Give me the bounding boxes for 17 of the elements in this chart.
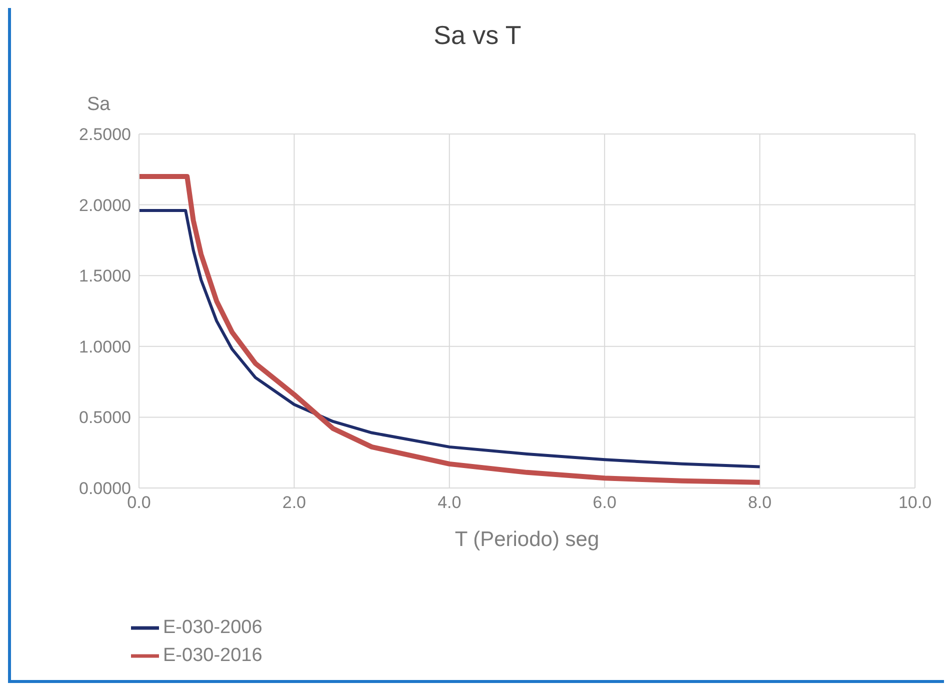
x-tick-label: 8.0 xyxy=(748,493,772,512)
y-tick-label: 1.5000 xyxy=(79,266,131,286)
x-axis-title: T (Periodo) seg xyxy=(454,528,600,551)
y-tick-label: 0.5000 xyxy=(79,408,131,428)
y-tick-label: 2.5000 xyxy=(79,125,131,144)
x-tick-label: 0.0 xyxy=(127,493,151,512)
legend-label: E-030-2006 xyxy=(163,617,262,638)
y-tick-label: 2.0000 xyxy=(79,196,131,215)
chart-title: Sa vs T xyxy=(432,20,522,51)
line-series xyxy=(139,208,762,468)
y-axis-title: Sa xyxy=(87,94,110,116)
y-tick-label: 1.0000 xyxy=(79,337,131,356)
x-tick-label: 4.0 xyxy=(438,493,462,512)
legend-label: E-030-2016 xyxy=(163,645,262,666)
x-tick-label: 2.0 xyxy=(282,493,306,512)
x-tick-label: 10.0 xyxy=(898,493,932,512)
x-tick-label: 6.0 xyxy=(592,493,616,512)
